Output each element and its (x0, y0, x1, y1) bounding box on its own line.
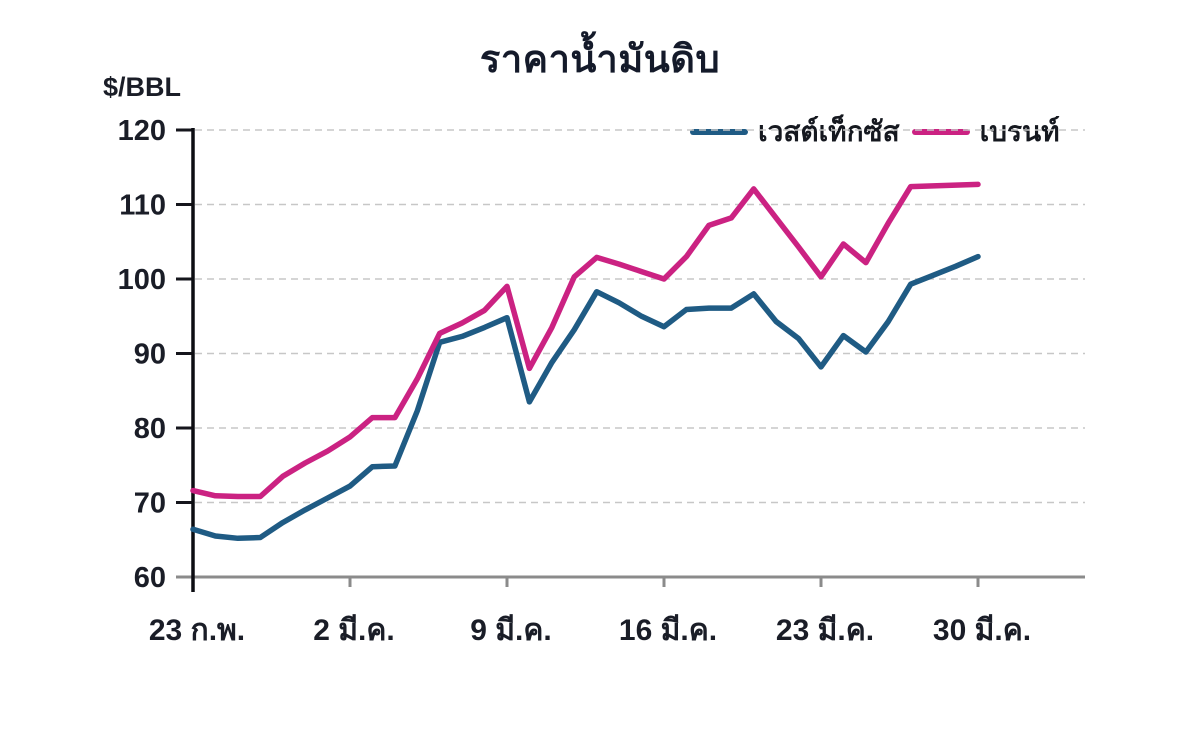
legend-item-brent: เบรนท์ (911, 110, 1060, 154)
brent-series-line (190, 181, 981, 500)
brent-line-swatch-icon (911, 129, 970, 135)
west-texas-line-swatch-icon (690, 129, 748, 135)
x-tick-label-3: 16 มี.ค. (619, 614, 717, 647)
x-tick-label-4: 23 มี.ค. (776, 614, 874, 647)
y-tick-label-100: 100 (118, 264, 166, 296)
west-texas-series-line (190, 253, 981, 542)
x-tick-label-1: 2 มี.ค. (313, 614, 395, 647)
y-tick-label-90: 90 (134, 339, 166, 371)
legend-label-west-texas: เวสต์เท็กซัส (758, 116, 900, 147)
legend-item-west-texas: เวสต์เท็กซัส (690, 110, 900, 154)
legend-label-brent: เบรนท์ (979, 116, 1060, 147)
x-tick-label-0: 23 ก.พ. (149, 614, 245, 647)
y-axis-unit-label: $/BBL (103, 72, 182, 102)
y-tick-label-120: 120 (118, 115, 166, 147)
chart-title: ราคาน้ำมันดิบ (479, 39, 721, 81)
x-tick-label-5: 30 มี.ค. (933, 614, 1031, 647)
y-tick-label-70: 70 (134, 488, 166, 520)
y-tick-label-80: 80 (134, 413, 166, 445)
chart-legend: เวสต์เท็กซัส เบรนท์ (690, 110, 1100, 154)
y-tick-label-110: 110 (119, 190, 166, 222)
y-tick-label-60: 60 (134, 562, 166, 594)
x-tick-label-2: 9 มี.ค. (470, 614, 552, 647)
